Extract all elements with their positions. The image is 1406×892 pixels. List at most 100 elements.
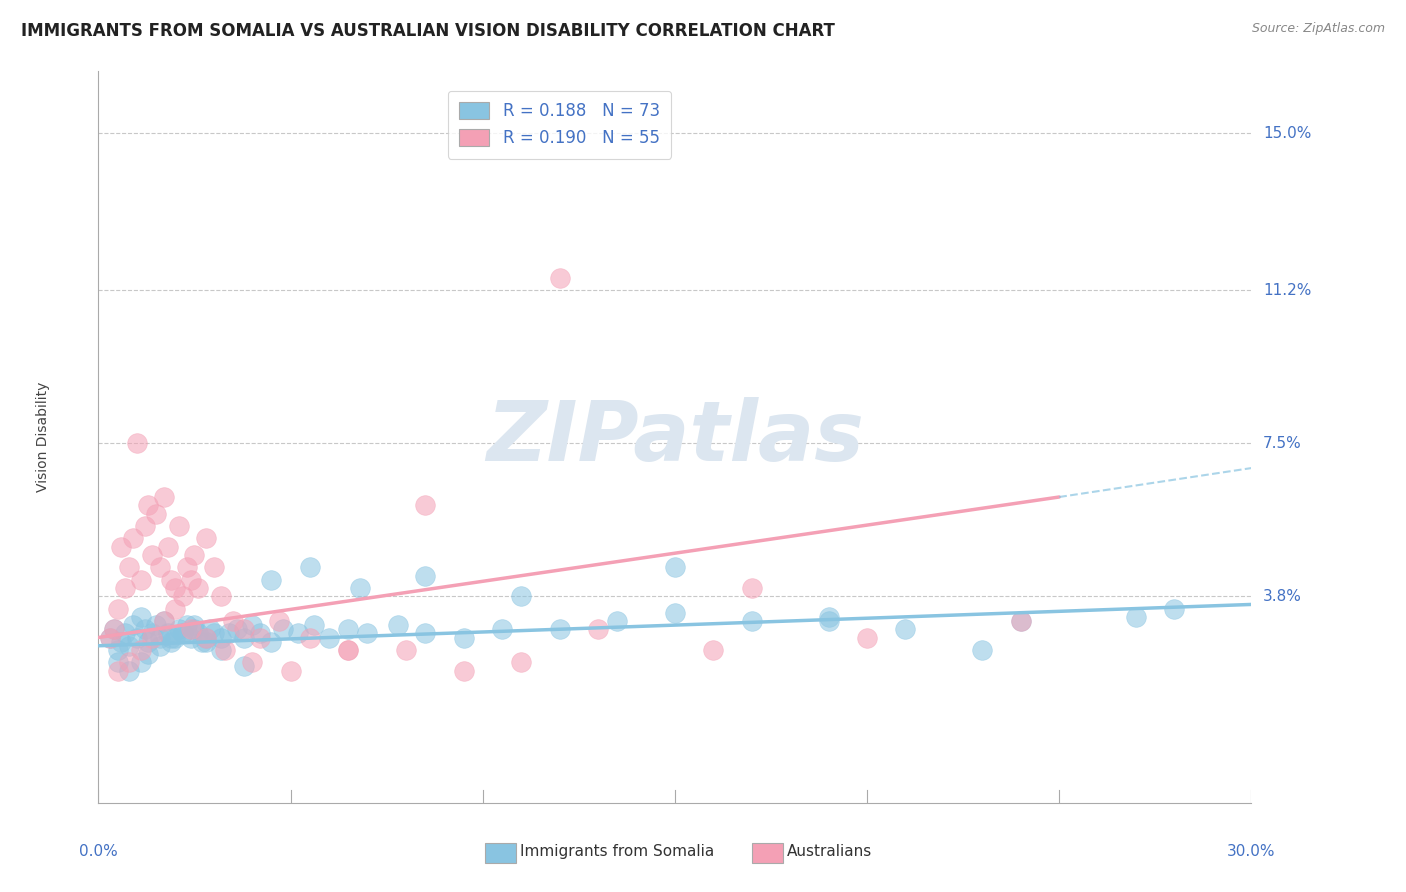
Point	[702, 643, 724, 657]
Text: 15.0%: 15.0%	[1263, 126, 1312, 141]
Point	[125, 436, 148, 450]
Point	[165, 601, 187, 615]
Point	[110, 540, 132, 554]
Point	[103, 622, 125, 636]
Point	[222, 614, 245, 628]
Point	[586, 622, 609, 636]
Point	[129, 610, 152, 624]
Point	[453, 664, 475, 678]
Point	[202, 626, 225, 640]
Point	[395, 643, 418, 657]
Point	[664, 560, 686, 574]
Point	[187, 626, 209, 640]
Text: Vision Disability: Vision Disability	[37, 382, 51, 492]
Point	[195, 532, 218, 546]
Point	[318, 631, 340, 645]
Point	[280, 664, 302, 678]
Point	[741, 614, 763, 628]
Point	[172, 626, 194, 640]
Point	[548, 271, 571, 285]
Point	[209, 589, 232, 603]
Point	[138, 498, 160, 512]
Point	[176, 560, 198, 574]
Point	[156, 626, 179, 640]
Point	[260, 634, 283, 648]
Point	[356, 626, 378, 640]
Point	[413, 568, 436, 582]
Point	[337, 643, 360, 657]
Point	[152, 614, 174, 628]
Point	[413, 498, 436, 512]
Point	[260, 573, 283, 587]
Point	[110, 634, 132, 648]
Point	[98, 631, 121, 645]
Point	[233, 659, 256, 673]
Point	[195, 631, 218, 645]
Text: 30.0%: 30.0%	[1227, 844, 1275, 859]
Point	[287, 626, 309, 640]
Point	[160, 573, 183, 587]
Point	[160, 634, 183, 648]
Point	[103, 622, 125, 636]
Point	[183, 622, 205, 636]
Point	[129, 573, 152, 587]
Point	[209, 643, 232, 657]
Point	[894, 622, 917, 636]
Point	[298, 560, 321, 574]
Point	[107, 601, 129, 615]
Point	[152, 614, 174, 628]
Point	[225, 622, 247, 636]
Point	[183, 548, 205, 562]
Point	[180, 622, 202, 636]
Point	[118, 655, 141, 669]
Text: Source: ZipAtlas.com: Source: ZipAtlas.com	[1251, 22, 1385, 36]
Point	[195, 634, 218, 648]
Point	[118, 560, 141, 574]
Point	[453, 631, 475, 645]
Point	[118, 664, 141, 678]
Point	[183, 618, 205, 632]
Point	[138, 647, 160, 661]
Point	[856, 631, 879, 645]
Point	[233, 631, 256, 645]
Point	[122, 532, 145, 546]
Point	[349, 581, 371, 595]
Point	[114, 581, 136, 595]
Text: 3.8%: 3.8%	[1263, 589, 1302, 604]
Point	[233, 622, 256, 636]
Point	[180, 573, 202, 587]
Point	[145, 507, 167, 521]
Point	[160, 631, 183, 645]
Point	[114, 626, 136, 640]
Point	[156, 540, 179, 554]
Point	[387, 618, 409, 632]
Point	[240, 618, 263, 632]
Legend: R = 0.188   N = 73, R = 0.190   N = 55: R = 0.188 N = 73, R = 0.190 N = 55	[447, 91, 672, 159]
Point	[337, 643, 360, 657]
Text: 0.0%: 0.0%	[79, 844, 118, 859]
Point	[122, 618, 145, 632]
Point	[267, 614, 290, 628]
Point	[817, 614, 839, 628]
Point	[141, 631, 163, 645]
Point	[152, 490, 174, 504]
Point	[249, 631, 271, 645]
Point	[107, 643, 129, 657]
Point	[118, 639, 141, 653]
Point	[209, 631, 232, 645]
Point	[214, 643, 236, 657]
Point	[271, 622, 294, 636]
Point	[172, 589, 194, 603]
Point	[187, 581, 209, 595]
Point	[167, 622, 190, 636]
Point	[240, 655, 263, 669]
Point	[664, 606, 686, 620]
Text: Immigrants from Somalia: Immigrants from Somalia	[520, 845, 714, 859]
Point	[129, 655, 152, 669]
Point	[138, 634, 160, 648]
Point	[134, 519, 156, 533]
Point	[1163, 601, 1185, 615]
Point	[1010, 614, 1032, 628]
Point	[337, 622, 360, 636]
Point	[1125, 610, 1147, 624]
